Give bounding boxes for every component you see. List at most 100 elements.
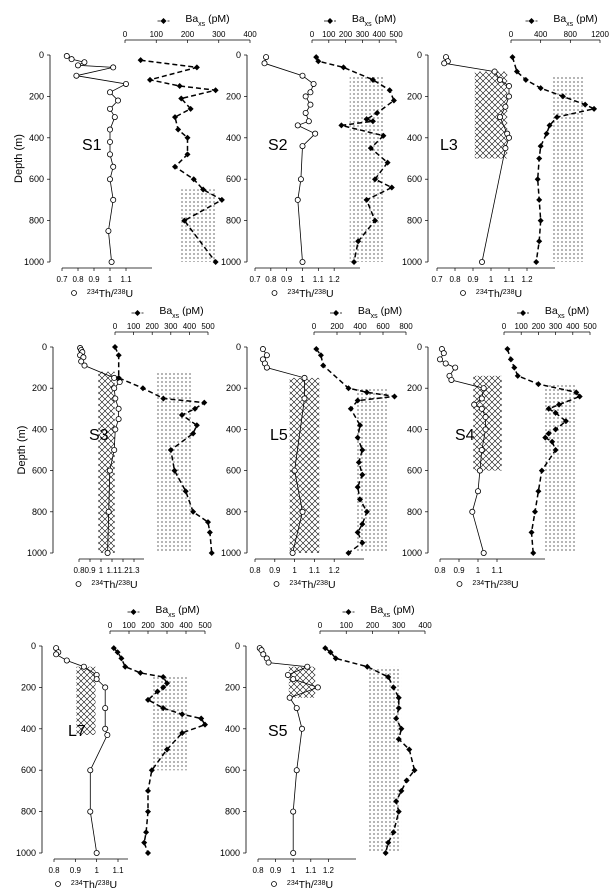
th-tick-label: 0.8 <box>48 866 60 875</box>
depth-tick-label: 1000 <box>220 848 240 858</box>
ba-point <box>546 122 553 129</box>
ba-point <box>171 467 178 474</box>
dotted-area <box>156 371 191 553</box>
ba-point <box>537 85 544 92</box>
ba-point <box>538 467 545 474</box>
depth-tick-label: 400 <box>225 724 240 734</box>
th-point <box>112 395 119 402</box>
th-point <box>87 767 94 774</box>
th-axis-title: 234Th/238U <box>287 879 333 891</box>
ba-point <box>112 344 118 350</box>
th-legend-marker-icon <box>71 290 77 296</box>
th-point <box>102 684 109 691</box>
th-tick-label: 0.8 <box>252 866 264 875</box>
th-point <box>294 196 301 203</box>
th-tick-label: 0.8 <box>249 566 261 575</box>
th-point <box>505 93 512 100</box>
panel-label: S3 <box>89 427 109 444</box>
ba-point <box>345 385 352 392</box>
ba-point <box>514 372 521 379</box>
ba-point <box>552 426 559 433</box>
th-point <box>491 68 498 75</box>
ba-point <box>363 196 370 203</box>
ba-point <box>167 447 174 453</box>
th-point <box>260 651 267 658</box>
th-legend-marker-icon <box>273 581 280 587</box>
ba-tick-label: 100 <box>322 30 336 39</box>
ba-point <box>327 649 334 656</box>
th-point <box>63 657 70 664</box>
ba-point <box>160 705 167 712</box>
ba-point <box>553 114 560 121</box>
th-point <box>284 671 291 678</box>
th-point <box>452 364 459 371</box>
th-point <box>73 72 80 79</box>
th-point <box>298 725 305 732</box>
th-point <box>480 385 487 392</box>
depth-tick-label: 200 <box>21 682 36 692</box>
depth-tick-label: 800 <box>32 507 47 517</box>
ba-point <box>179 729 186 736</box>
ba-point <box>542 434 549 441</box>
ba-point <box>122 663 129 670</box>
ba-point <box>178 95 185 102</box>
th-tick-label: 0.7 <box>249 275 261 284</box>
depth-tick-label: 1000 <box>402 257 422 267</box>
ba-point <box>511 364 518 371</box>
ba-point <box>528 529 535 536</box>
ba-point <box>395 694 402 701</box>
ba-tick-label: 0 <box>318 621 323 630</box>
th-tick-label: 1 <box>108 275 113 284</box>
ba-point <box>164 680 170 687</box>
ba-tick-label: 1200 <box>591 30 609 39</box>
th-point <box>474 488 481 495</box>
ba-point <box>313 54 320 61</box>
th-point <box>312 130 319 137</box>
th-point <box>115 97 122 104</box>
ba-point <box>154 688 161 695</box>
ba-point <box>363 389 370 396</box>
ba-tick-label: 400 <box>566 322 580 331</box>
th-tick-label: 0.9 <box>269 566 281 575</box>
ba-point <box>191 405 198 412</box>
ba-point <box>354 484 361 491</box>
th-point <box>297 176 304 183</box>
th-axis-title: 234Th/238U <box>287 288 333 300</box>
th-point <box>108 258 115 265</box>
ba-point <box>355 459 362 466</box>
ba-point <box>384 159 391 166</box>
dotted-area <box>542 384 577 553</box>
ba-tick-label: 0 <box>123 30 128 39</box>
depth-tick-label: 0 <box>417 50 422 60</box>
th-point <box>305 118 312 125</box>
th-tick-label: 1.2 <box>323 866 335 875</box>
ba-tick-label: 400 <box>353 322 367 331</box>
th-point <box>301 395 308 402</box>
ba-point <box>545 430 552 437</box>
ba-point <box>534 176 541 183</box>
ba-axis-title: Baxs (pM) <box>155 604 199 619</box>
depth-tick-label: 0 <box>39 50 44 60</box>
th-point <box>123 80 130 87</box>
ba-point <box>355 238 362 245</box>
th-point <box>107 89 114 96</box>
th-tick-label: 0.7 <box>56 275 68 284</box>
th-legend-marker-icon <box>456 581 463 587</box>
th-point <box>482 426 489 433</box>
th-point <box>107 151 114 158</box>
ba-point <box>364 663 371 670</box>
th-point <box>299 258 306 265</box>
th-point <box>293 705 300 712</box>
depth-tick-label: 200 <box>407 91 422 101</box>
th-point <box>290 808 297 815</box>
th-point <box>102 705 109 712</box>
ba-point <box>354 434 361 441</box>
ba-point <box>181 217 188 224</box>
ba-point <box>576 393 583 400</box>
ba-point <box>549 438 556 445</box>
ba-point <box>354 529 361 536</box>
th-point <box>482 414 489 421</box>
th-point <box>111 114 118 121</box>
